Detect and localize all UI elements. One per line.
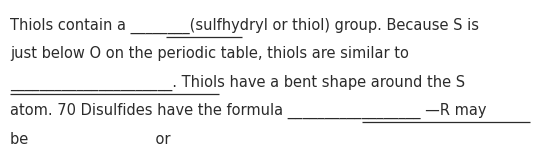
Text: ______________________. Thiols have a bent shape around the S: ______________________. Thiols have a be… — [10, 74, 465, 91]
Text: Thiols contain a ________(sulfhydryl or thiol) group. Because S is: Thiols contain a ________(sulfhydryl or … — [10, 18, 479, 34]
Text: be ________________ or ______________: be ________________ or ______________ — [10, 131, 278, 146]
Text: atom. 70 Disulfides have the formula __________________ —R may: atom. 70 Disulfides have the formula ___… — [10, 103, 487, 119]
Text: just below O on the periodic table, thiols are similar to: just below O on the periodic table, thio… — [10, 46, 409, 61]
